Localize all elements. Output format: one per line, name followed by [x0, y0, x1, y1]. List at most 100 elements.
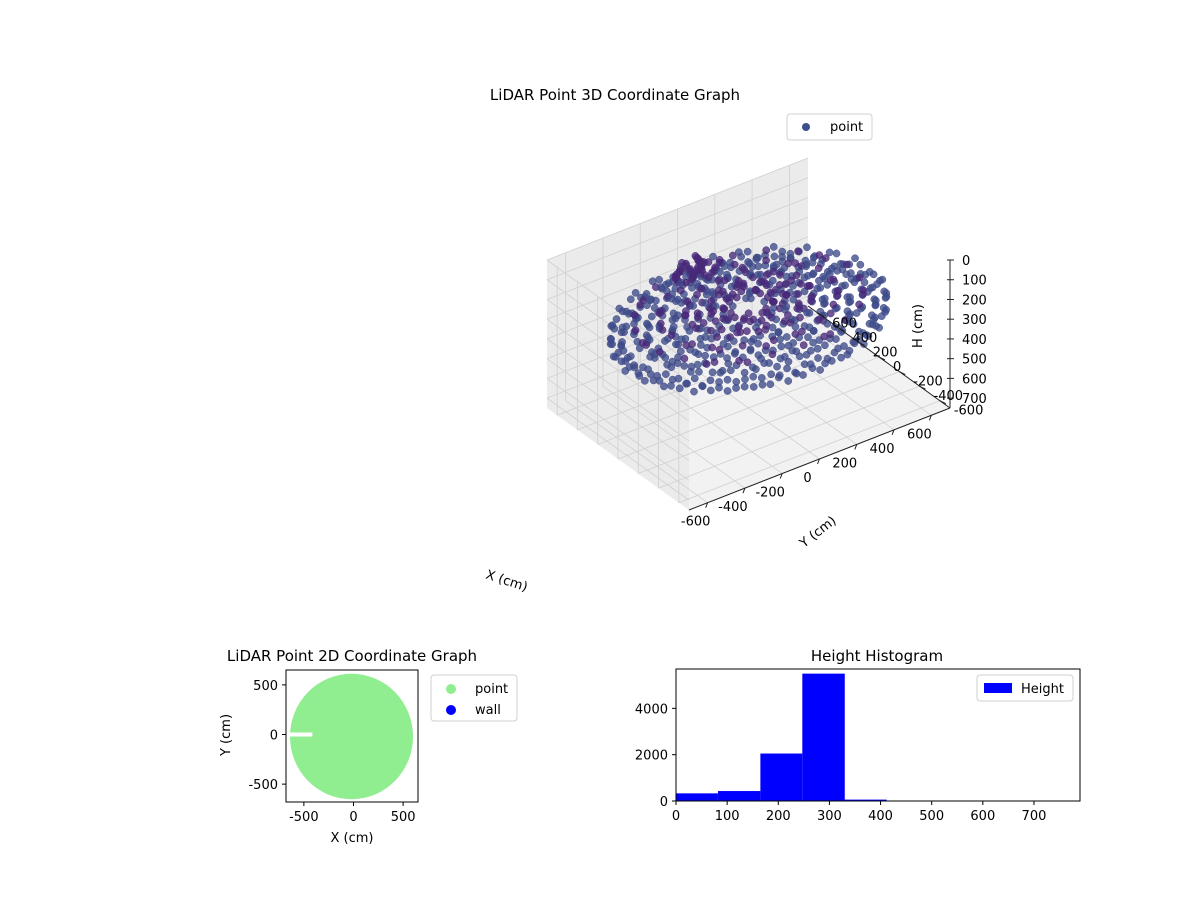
- chart-3d-point: [808, 364, 817, 372]
- chart-3d-point: [782, 291, 791, 299]
- chart-3d-point: [626, 352, 635, 361]
- chart-3d-gridline-z: [546, 378, 690, 481]
- chart-3d-point: [809, 269, 818, 278]
- chart-3d-point: [730, 313, 739, 322]
- chart-hist-x-tick-label: 0: [672, 809, 680, 824]
- chart-3d-point: [820, 299, 829, 308]
- chart-hist-bar: [760, 753, 803, 801]
- chart-3d-point: [675, 267, 684, 276]
- chart-3d-x-tick: [891, 429, 895, 436]
- chart-3d-point: [709, 307, 718, 316]
- chart-3d-point: [754, 271, 762, 279]
- chart-3d-gridline-y: [678, 400, 941, 504]
- chart-3d-point: [724, 342, 732, 351]
- chart-2d-frame: [285, 669, 419, 803]
- chart-3d-point: [657, 283, 665, 292]
- chart-3d-point: [723, 387, 732, 395]
- chart-3d-point: [688, 340, 696, 348]
- chart-3d-point: [715, 383, 723, 392]
- chart-3d-point: [709, 252, 717, 261]
- chart-3d-point: [708, 368, 717, 377]
- chart-3d-point: [816, 284, 825, 292]
- chart-3d-point: [690, 387, 698, 396]
- chart-3d-point: [688, 283, 696, 292]
- chart-3d-point: [808, 258, 817, 267]
- chart-hist-legend-swatch: [984, 683, 1012, 693]
- chart-3d-point: [724, 359, 733, 368]
- chart-3d-points: [606, 242, 891, 396]
- chart-3d-gridline-y: [658, 385, 920, 489]
- chart-3d-gridline-z: [546, 338, 690, 442]
- chart-3d-point: [676, 286, 685, 295]
- chart-3d-point: [761, 325, 770, 334]
- chart-3d-point: [608, 340, 616, 349]
- chart-3d-point: [777, 342, 786, 351]
- chart-3d-point: [720, 276, 729, 285]
- chart-2d-y-tick-label: 0: [270, 729, 278, 744]
- chart-3d-point: [635, 372, 644, 380]
- chart-3d-point: [730, 349, 739, 358]
- chart-3d-point: [786, 318, 795, 327]
- chart-3d-point: [749, 383, 758, 391]
- chart-3d-point: [830, 348, 839, 357]
- chart-3d-point: [821, 341, 829, 350]
- chart-3d-point: [655, 309, 664, 318]
- chart-3d-point: [680, 362, 689, 370]
- chart-3d-point: [656, 319, 665, 328]
- chart-3d-point: [728, 251, 737, 260]
- chart-3d-point: [695, 367, 703, 376]
- chart-3d-point: [784, 357, 793, 366]
- chart-3d-y-tick-label: -400: [934, 389, 964, 404]
- chart-hist-frame: [675, 668, 1081, 802]
- chart-3d-point: [829, 275, 838, 284]
- chart-3d-y-tick-label: -600: [954, 404, 984, 419]
- chart-2d-x-tick-label: -500: [289, 810, 319, 825]
- chart-3d-z-tick-label: 300: [962, 313, 987, 328]
- chart-3d-point: [642, 341, 650, 349]
- chart-3d-point: [871, 300, 880, 309]
- chart-3d-point: [774, 328, 783, 336]
- chart-3d-legend: point: [786, 113, 873, 141]
- chart-3d-point: [685, 327, 694, 335]
- chart-3d-point: [618, 338, 626, 346]
- chart-3d-point: [658, 326, 667, 334]
- chart-3d-point: [841, 281, 849, 290]
- chart-2d-legend-marker-point: [446, 684, 456, 694]
- chart-3d-point: [796, 313, 804, 322]
- chart-3d-y-tick: [899, 371, 906, 376]
- chart-3d-point: [814, 264, 823, 273]
- chart-3d-point: [674, 374, 683, 383]
- chart-3d-ylabel: Y (cm): [796, 514, 839, 552]
- chart-3d-x-tick: [742, 487, 746, 494]
- chart-3d-point: [630, 311, 639, 319]
- chart-3d-x-tick: [779, 473, 783, 479]
- chart-3d-point: [681, 334, 690, 343]
- chart-3d-zlabel: H (cm): [911, 304, 926, 348]
- chart-3d-gridline-y: [638, 371, 900, 474]
- chart-3d-point: [763, 270, 771, 279]
- chart-3d-legend-marker: [802, 123, 810, 131]
- chart-3d-point: [882, 292, 891, 301]
- chart-3d-point: [783, 364, 791, 373]
- chart-3d-point: [832, 249, 841, 258]
- chart-3d-y-tick-label: 600: [832, 316, 857, 331]
- chart-3d-point: [856, 260, 865, 269]
- chart-3d-point: [814, 354, 822, 362]
- chart-3d-legend-frame: [786, 113, 873, 141]
- chart-3d-point: [749, 372, 758, 381]
- chart-3d-z-tick-label: 400: [962, 333, 987, 348]
- chart-2d-x-tick-label: 500: [391, 810, 416, 825]
- chart-3d-point: [754, 262, 763, 271]
- chart-3d-point: [807, 297, 815, 305]
- chart-3d-point: [681, 311, 690, 320]
- chart-3d-point: [737, 252, 745, 261]
- chart-3d-point: [776, 271, 784, 279]
- chart-3d-point: [693, 360, 702, 369]
- chart-hist-x-tick-label: 300: [817, 809, 842, 824]
- chart-3d-point: [737, 287, 746, 296]
- chart-3d-point: [838, 265, 847, 274]
- chart-3d-z-tick-label: 0: [962, 254, 970, 269]
- chart-2d-legend: point wall: [430, 674, 518, 722]
- chart-3d-point: [769, 297, 778, 306]
